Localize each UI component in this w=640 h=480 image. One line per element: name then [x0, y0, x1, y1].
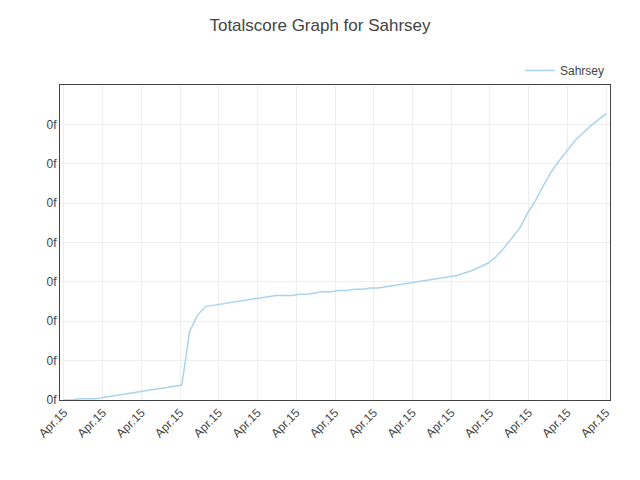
svg-text:0f: 0f [47, 118, 58, 132]
svg-text:Apr.15: Apr.15 [191, 406, 226, 441]
svg-text:Apr.15: Apr.15 [229, 406, 264, 441]
svg-text:Apr.15: Apr.15 [75, 406, 110, 441]
svg-text:0f: 0f [47, 196, 58, 210]
svg-text:Apr.15: Apr.15 [113, 406, 148, 441]
svg-text:Apr.15: Apr.15 [346, 406, 381, 441]
svg-text:Apr.15: Apr.15 [539, 406, 574, 441]
svg-text:Apr.15: Apr.15 [462, 406, 497, 441]
svg-text:Apr.15: Apr.15 [501, 406, 536, 441]
svg-text:Apr.15: Apr.15 [384, 406, 419, 441]
svg-text:0f: 0f [47, 157, 58, 171]
svg-text:0f: 0f [47, 275, 58, 289]
svg-text:Apr.15: Apr.15 [578, 406, 613, 441]
svg-text:0f: 0f [47, 314, 58, 328]
svg-text:Totalscore Graph for Sahrsey: Totalscore Graph for Sahrsey [209, 16, 431, 35]
svg-text:Apr.15: Apr.15 [268, 406, 303, 441]
svg-text:Apr.15: Apr.15 [307, 406, 342, 441]
svg-text:Apr.15: Apr.15 [152, 406, 187, 441]
svg-text:Apr.15: Apr.15 [36, 406, 71, 441]
svg-text:Apr.15: Apr.15 [423, 406, 458, 441]
svg-text:0f: 0f [47, 393, 58, 407]
svg-text:0f: 0f [47, 236, 58, 250]
svg-text:Sahrsey: Sahrsey [560, 64, 604, 78]
svg-text:0f: 0f [47, 354, 58, 368]
